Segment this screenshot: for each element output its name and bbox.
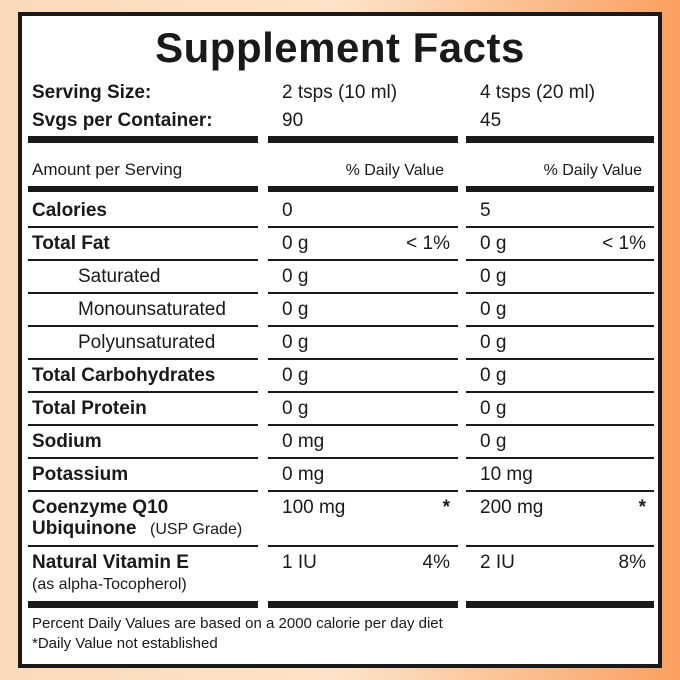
amount: 0 g <box>282 398 309 419</box>
rule <box>268 601 458 608</box>
rule <box>466 136 654 143</box>
rule <box>466 259 654 261</box>
nutrient-name: Natural Vitamin E <box>32 552 189 573</box>
rule <box>28 424 258 426</box>
amount: 100 mg <box>282 497 346 518</box>
nutrient-name: Total Protein <box>32 398 147 419</box>
amount: 0 <box>282 200 293 221</box>
amount: 200 mg <box>480 497 544 518</box>
rule <box>466 186 654 192</box>
dv-header: % Daily Value <box>345 162 444 179</box>
serving-size-label: Serving Size: <box>32 82 152 103</box>
rule <box>466 457 654 459</box>
rule <box>268 226 458 228</box>
rule <box>28 358 258 360</box>
servings: 45 <box>480 110 502 131</box>
daily-value: < 1% <box>406 233 450 254</box>
serving-size: 2 tsps (10 ml) <box>282 82 398 103</box>
rule <box>268 292 458 294</box>
nutrient-name: Monounsaturated <box>78 299 226 320</box>
title: Supplement Facts <box>155 24 525 71</box>
rule <box>28 259 258 261</box>
dv-header: % Daily Value <box>543 162 642 179</box>
rule <box>268 391 458 393</box>
rule <box>466 545 654 547</box>
nutrient-name: Polyunsaturated <box>78 332 216 353</box>
serving-size: 4 tsps (20 ml) <box>480 82 596 103</box>
rule <box>466 325 654 327</box>
amount: 0 g <box>480 266 507 287</box>
nutrient-name: Total Carbohydrates <box>32 365 216 386</box>
daily-value: < 1% <box>602 233 646 254</box>
amount: 0 g <box>480 233 507 254</box>
amount: 1 IU <box>282 552 317 573</box>
rule <box>466 226 654 228</box>
footnote: Percent Daily Values are based on a 2000… <box>32 615 443 632</box>
nutrient-note: (USP Grade) <box>150 521 243 538</box>
rule <box>268 259 458 261</box>
rule <box>28 490 258 492</box>
amount: 2 IU <box>480 552 515 573</box>
amount: 0 g <box>282 365 309 386</box>
nutrient-name: Potassium <box>32 464 129 485</box>
rule <box>466 358 654 360</box>
amount: 0 g <box>282 299 309 320</box>
supplement-facts-panel: Supplement Facts Serving Size: 2 tsps (1… <box>18 12 662 668</box>
rule <box>268 545 458 547</box>
amount: 0 mg <box>282 464 325 485</box>
rule <box>28 391 258 393</box>
amount-header: Amount per Serving <box>32 160 183 179</box>
rule <box>268 136 458 143</box>
rule <box>268 186 458 192</box>
rule <box>28 457 258 459</box>
rule <box>268 358 458 360</box>
rule <box>466 391 654 393</box>
rule <box>28 186 258 192</box>
rule <box>28 136 258 143</box>
amount: 0 g <box>480 431 507 452</box>
amount: 0 g <box>480 365 507 386</box>
servings-label: Svgs per Container: <box>32 110 213 131</box>
amount: 0 g <box>282 266 309 287</box>
rule <box>268 325 458 327</box>
rule <box>28 545 258 547</box>
amount: 0 mg <box>282 431 325 452</box>
amount: 0 g <box>480 398 507 419</box>
amount: 0 g <box>282 233 309 254</box>
daily-value: 8% <box>618 552 646 573</box>
rule <box>466 292 654 294</box>
footnote: *Daily Value not established <box>32 635 218 652</box>
rule <box>28 325 258 327</box>
amount: 10 mg <box>480 464 533 485</box>
daily-value: 4% <box>422 552 450 573</box>
amount: 0 g <box>480 332 507 353</box>
daily-value: * <box>638 497 646 518</box>
nutrient-name: Sodium <box>32 431 102 452</box>
rule <box>466 601 654 608</box>
rule <box>28 226 258 228</box>
nutrient-name: Coenzyme Q10 <box>32 497 169 518</box>
nutrient-name: Total Fat <box>32 233 110 254</box>
daily-value: * <box>442 497 450 518</box>
rule <box>28 292 258 294</box>
nutrient-name: Saturated <box>78 266 161 287</box>
amount: 0 g <box>480 299 507 320</box>
amount: 0 g <box>282 332 309 353</box>
rule <box>28 601 258 608</box>
rule <box>268 424 458 426</box>
rule <box>268 457 458 459</box>
rule <box>268 490 458 492</box>
servings: 90 <box>282 110 304 131</box>
rule <box>466 424 654 426</box>
amount: 5 <box>480 200 491 221</box>
rule <box>466 490 654 492</box>
nutrient-name: Calories <box>32 200 107 221</box>
nutrient-name: Ubiquinone <box>32 518 137 539</box>
nutrient-note: (as alpha-Tocopherol) <box>32 576 187 593</box>
